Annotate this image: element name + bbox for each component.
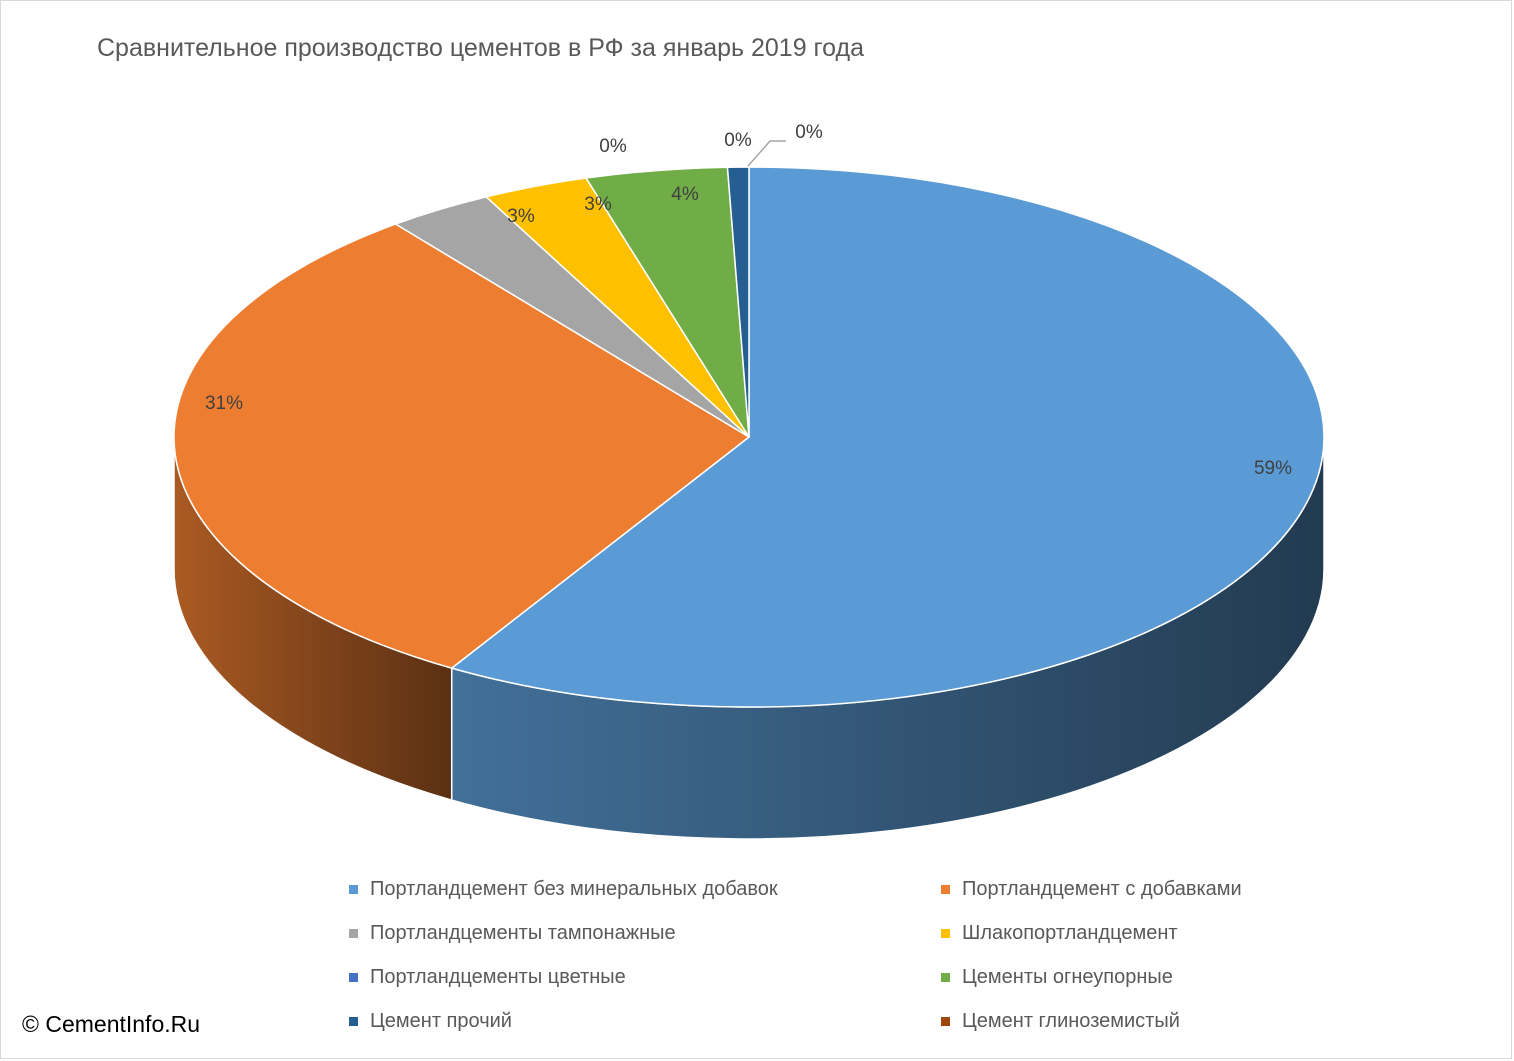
data-label-0: 59%	[1254, 458, 1292, 479]
data-label-1: 31%	[205, 393, 243, 414]
legend-item-1: Портландцемент с добавками	[937, 874, 1337, 904]
chart-title: Сравнительное производство цементов в РФ…	[97, 34, 864, 62]
legend-item-7: Цемент глиноземистый	[937, 1006, 1337, 1036]
legend-label-7: Цемент глиноземистый	[962, 1009, 1180, 1032]
legend-item-0: Портландцемент без минеральных добавок	[345, 874, 937, 904]
legend-swatch-3	[941, 928, 950, 938]
legend: Портландцемент без минеральных добавок По…	[345, 874, 1345, 1036]
data-label-6: 0%	[724, 130, 752, 151]
legend-swatch-6	[349, 1016, 358, 1026]
legend-swatch-0	[349, 884, 358, 894]
legend-label-6: Цемент прочий	[370, 1009, 512, 1032]
legend-item-5: Цементы огнеупорные	[937, 962, 1337, 992]
copyright-watermark: © CementInfo.Ru	[22, 1011, 201, 1037]
data-label-4: 0%	[599, 136, 627, 157]
pie-slice-0	[450, 166, 1325, 708]
leader-line	[747, 140, 786, 167]
legend-item-4: Портландцементы цветные	[345, 962, 937, 992]
legend-item-3: Шлакопортландцемент	[937, 918, 1337, 948]
legend-swatch-2	[349, 928, 358, 938]
legend-swatch-5	[941, 972, 950, 982]
legend-label-0: Портландцемент без минеральных добавок	[370, 877, 778, 900]
legend-label-3: Шлакопортландцемент	[962, 921, 1178, 944]
legend-swatch-4	[349, 972, 358, 982]
legend-label-4: Портландцементы цветные	[370, 965, 626, 988]
legend-item-2: Портландцементы тампонажные	[345, 918, 937, 948]
legend-label-2: Портландцементы тампонажные	[370, 921, 676, 944]
data-label-7: 0%	[795, 122, 823, 143]
data-label-2: 3%	[507, 206, 535, 227]
legend-item-6: Цемент прочий	[345, 1006, 937, 1036]
pie-slice-1	[173, 223, 750, 669]
data-label-5: 4%	[671, 184, 699, 205]
pie-label-layer: 59% 31% 3% 3% 0% 4% 0% 0%	[205, 122, 1292, 479]
legend-label-5: Цементы огнеупорные	[962, 965, 1173, 988]
legend-label-1: Портландцемент с добавками	[962, 877, 1242, 900]
pie-slice-6	[726, 166, 750, 438]
legend-swatch-7	[941, 1016, 950, 1026]
pie-top-layer	[173, 166, 1325, 708]
data-label-3: 3%	[584, 194, 612, 215]
legend-swatch-1	[941, 884, 950, 894]
